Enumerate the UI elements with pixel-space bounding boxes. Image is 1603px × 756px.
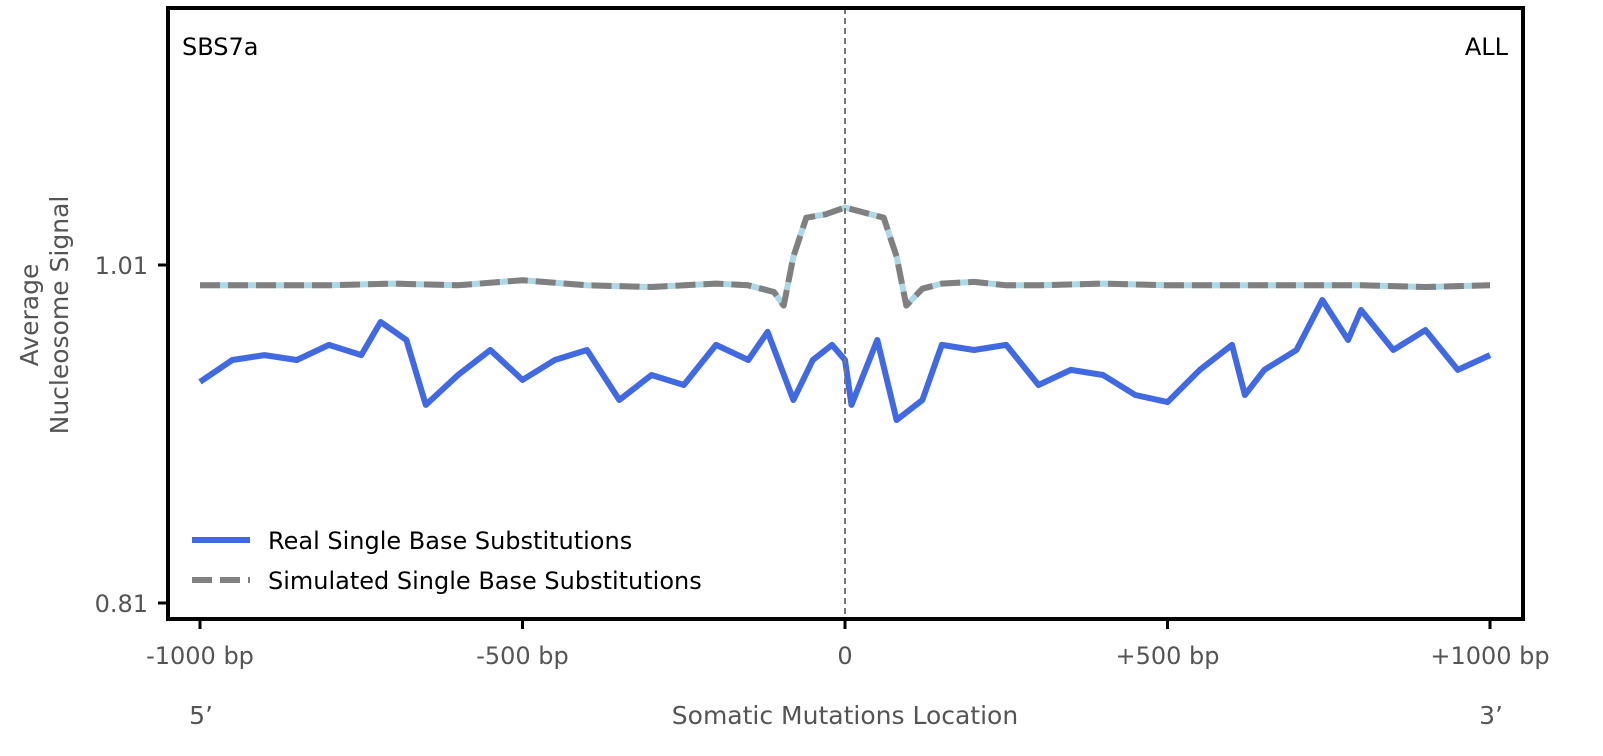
legend-label-real: Real Single Base Substitutions bbox=[268, 527, 632, 555]
x-tick-label: +500 bp bbox=[1115, 642, 1219, 670]
y-tick-label: 1.01 bbox=[95, 252, 148, 280]
y-axis: 0.81 1.01 bbox=[95, 252, 168, 618]
x-tick-label: 0 bbox=[837, 642, 852, 670]
x-tick-label: -1000 bp bbox=[146, 642, 254, 670]
cancer-type-label: ALL bbox=[1465, 33, 1509, 61]
five-prime-label: 5’ bbox=[189, 701, 213, 730]
three-prime-label: 3’ bbox=[1479, 701, 1503, 730]
signature-label: SBS7a bbox=[182, 33, 259, 61]
y-tick-label: 0.81 bbox=[95, 590, 148, 618]
plot-lines bbox=[198, 204, 1492, 423]
simulated-sbs-line bbox=[200, 204, 1491, 309]
x-tick-label: -500 bp bbox=[476, 642, 569, 670]
x-axis-label: Somatic Mutations Location bbox=[672, 701, 1018, 730]
x-axis: -1000 bp -500 bp 0 +500 bp +1000 bp bbox=[146, 619, 1550, 670]
x-tick-label: +1000 bp bbox=[1430, 642, 1549, 670]
y-axis-label-line2: Nucleosome Signal bbox=[45, 196, 74, 435]
legend-label-simulated: Simulated Single Base Substitutions bbox=[268, 567, 702, 595]
legend: Real Single Base Substitutions Simulated… bbox=[192, 527, 702, 595]
y-axis-label-line1: Average bbox=[15, 264, 44, 367]
real-sbs-line bbox=[198, 297, 1492, 423]
